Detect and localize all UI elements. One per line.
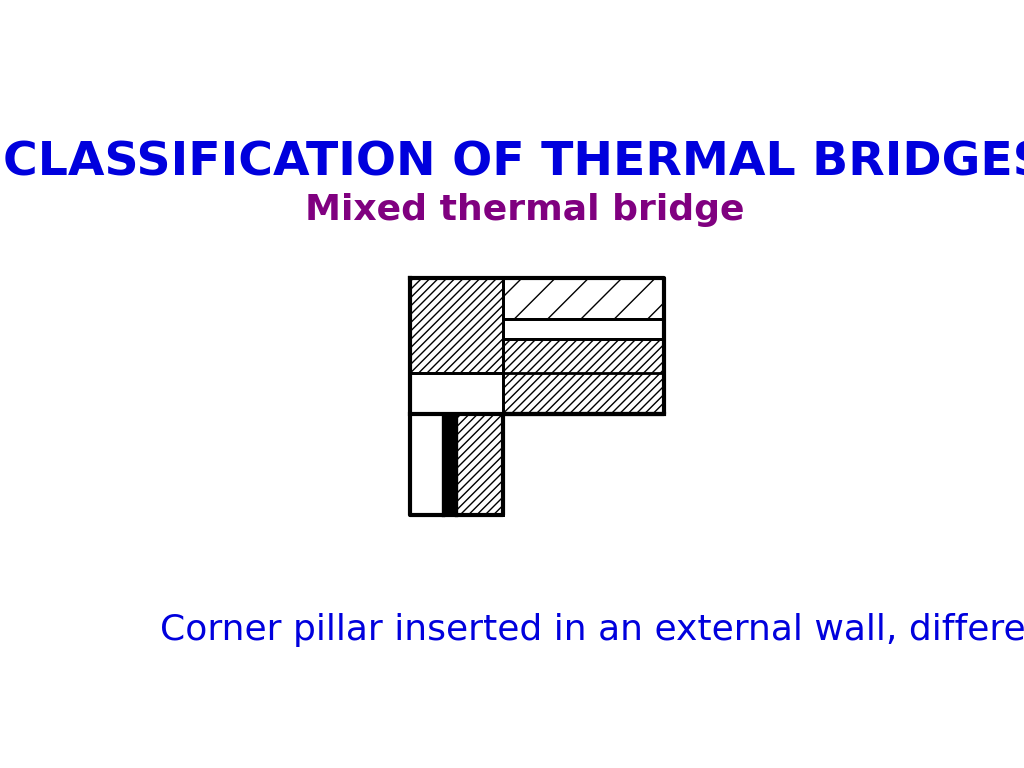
Bar bbox=[410, 279, 503, 373]
Text: Mixed thermal bridge: Mixed thermal bridge bbox=[305, 194, 744, 227]
Bar bbox=[503, 279, 664, 319]
Bar bbox=[443, 415, 456, 515]
Bar bbox=[410, 415, 443, 515]
Text: Corner pillar inserted in an external wall, different materials: Corner pillar inserted in an external wa… bbox=[160, 614, 1024, 647]
Bar bbox=[503, 339, 664, 415]
Text: CLASSIFICATION OF THERMAL BRIDGES: CLASSIFICATION OF THERMAL BRIDGES bbox=[3, 141, 1024, 186]
Bar bbox=[503, 319, 664, 339]
Bar bbox=[456, 415, 503, 515]
